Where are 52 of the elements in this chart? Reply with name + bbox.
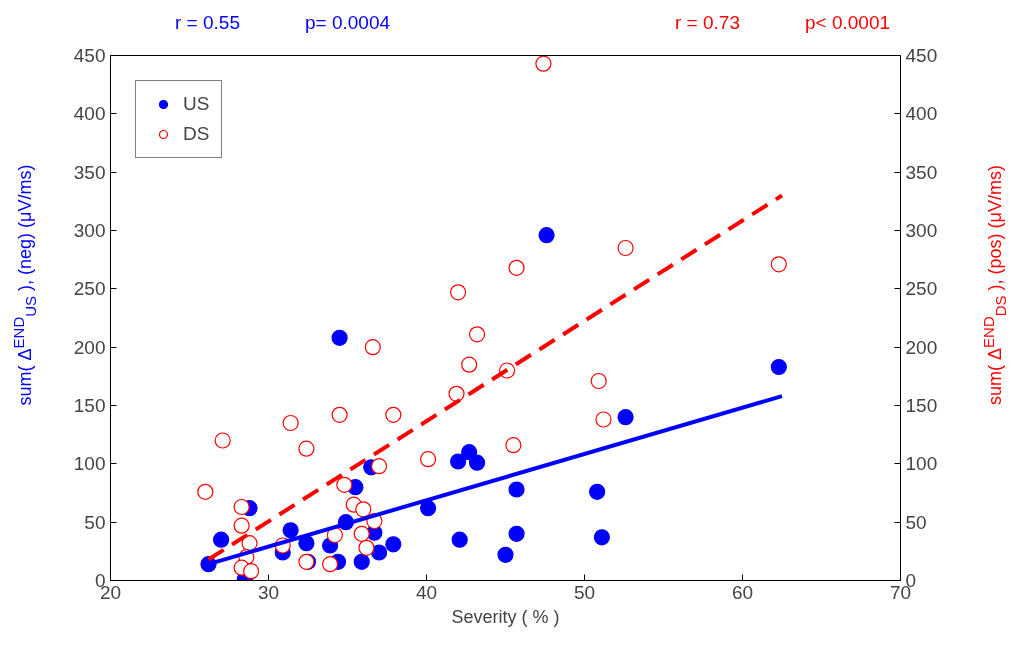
y-tick-label: 400 xyxy=(73,103,106,125)
legend-label: US xyxy=(183,93,210,115)
y2-tick-label: 200 xyxy=(905,336,938,358)
y-tick-label: 250 xyxy=(73,278,106,300)
point xyxy=(371,544,388,561)
y-tick-label: 50 xyxy=(84,511,106,533)
text: p= 0.0004 xyxy=(305,11,391,35)
point xyxy=(451,531,468,548)
point xyxy=(593,529,610,546)
x-tick-label: 40 xyxy=(415,581,438,603)
x-tick-label: 60 xyxy=(731,581,754,603)
y-tick-label: 200 xyxy=(73,336,106,358)
y-tick-label: 300 xyxy=(73,220,106,241)
point xyxy=(419,500,437,517)
point xyxy=(213,531,230,548)
text: p< 0.0001 xyxy=(805,11,891,35)
y2-tick-label: 400 xyxy=(905,103,938,125)
point xyxy=(371,458,388,475)
x-tick-label: 30 xyxy=(257,581,280,603)
point xyxy=(243,563,260,580)
point xyxy=(468,454,486,471)
point xyxy=(353,553,370,570)
y2-tick-label: 350 xyxy=(905,161,938,183)
y2-tick-label: 100 xyxy=(905,453,938,475)
y2-tick-label: 450 xyxy=(905,45,938,66)
point xyxy=(233,498,250,516)
point xyxy=(336,476,353,493)
point xyxy=(538,227,555,244)
text: r = 0.73 xyxy=(675,11,740,35)
y2-tick-label: 150 xyxy=(905,395,938,416)
y2-tick-label: 250 xyxy=(905,278,938,300)
point xyxy=(497,546,514,563)
point xyxy=(770,358,787,376)
point xyxy=(282,522,299,539)
y-tick-label: 450 xyxy=(73,45,106,66)
y2-tick-label: 300 xyxy=(905,220,938,241)
point xyxy=(331,329,348,346)
text: r = 0.55 xyxy=(175,11,240,35)
point xyxy=(589,483,606,500)
legend-label: DS xyxy=(183,123,210,145)
point xyxy=(617,409,634,426)
point xyxy=(322,556,339,573)
x-axis-title: Severity ( % ) xyxy=(451,606,560,627)
x-tick-label: 50 xyxy=(573,581,596,603)
y-tick-label: 350 xyxy=(73,161,106,183)
y-tick-label: 100 xyxy=(73,453,106,475)
point xyxy=(450,453,467,470)
point xyxy=(385,536,402,553)
y-tick-label: 150 xyxy=(73,395,106,416)
point xyxy=(508,481,525,498)
point xyxy=(508,525,525,542)
y2-tick-label: 50 xyxy=(905,511,927,533)
